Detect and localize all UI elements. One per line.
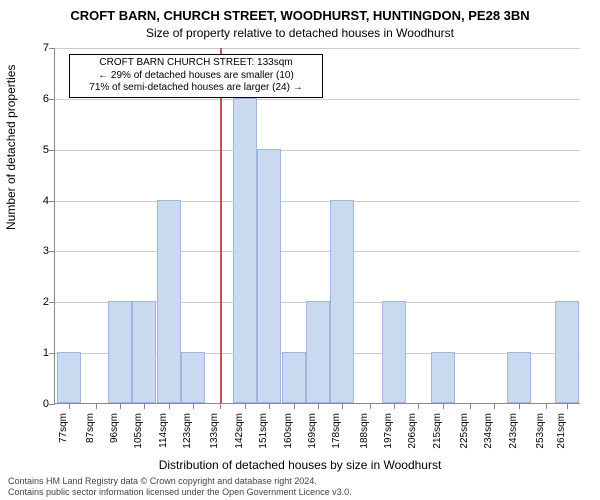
- y-tick-label: 0: [31, 398, 49, 410]
- annotation-line: CROFT BARN CHURCH STREET: 133sqm: [74, 57, 318, 70]
- attribution-line: Contains HM Land Registry data © Crown c…: [8, 476, 592, 487]
- x-tick-label: 169sqm: [307, 413, 318, 449]
- x-tick: [96, 403, 97, 409]
- chart-title: CROFT BARN, CHURCH STREET, WOODHURST, HU…: [0, 0, 600, 24]
- gridline: [55, 99, 580, 100]
- x-tick: [69, 403, 70, 409]
- x-tick-label: 87sqm: [85, 413, 96, 443]
- histogram-bar: [108, 301, 132, 403]
- x-tick-label: 261sqm: [556, 413, 567, 449]
- gridline: [55, 150, 580, 151]
- x-tick: [245, 403, 246, 409]
- gridline: [55, 201, 580, 202]
- y-tick-label: 3: [31, 245, 49, 257]
- y-tick-label: 7: [31, 42, 49, 54]
- x-tick: [342, 403, 343, 409]
- x-tick-label: 206sqm: [407, 413, 418, 449]
- attribution-text: Contains HM Land Registry data © Crown c…: [8, 476, 592, 498]
- histogram-bar: [233, 98, 257, 403]
- x-tick: [546, 403, 547, 409]
- x-tick: [169, 403, 170, 409]
- y-tick: [49, 302, 55, 303]
- x-tick-label: 225sqm: [459, 413, 470, 449]
- x-tick: [220, 403, 221, 409]
- x-tick-label: 151sqm: [258, 413, 269, 449]
- x-tick: [470, 403, 471, 409]
- x-tick: [394, 403, 395, 409]
- histogram-bar: [306, 301, 330, 403]
- histogram-bar: [57, 352, 81, 403]
- chart-subtitle: Size of property relative to detached ho…: [0, 24, 600, 40]
- y-tick: [49, 150, 55, 151]
- x-tick-label: 160sqm: [283, 413, 294, 449]
- y-tick-label: 4: [31, 195, 49, 207]
- x-tick: [294, 403, 295, 409]
- histogram-bar: [132, 301, 156, 403]
- histogram-bar: [555, 301, 579, 403]
- histogram-bar: [181, 352, 205, 403]
- x-tick: [567, 403, 568, 409]
- x-tick-label: 142sqm: [234, 413, 245, 449]
- y-tick-label: 2: [31, 296, 49, 308]
- x-tick-label: 215sqm: [432, 413, 443, 449]
- y-tick-label: 5: [31, 144, 49, 156]
- gridline: [55, 48, 580, 49]
- x-tick-label: 188sqm: [359, 413, 370, 449]
- y-axis-label: Number of detached properties: [4, 65, 18, 230]
- x-tick: [318, 403, 319, 409]
- x-axis-label: Distribution of detached houses by size …: [0, 458, 600, 472]
- x-tick-label: 114sqm: [158, 413, 169, 448]
- x-tick: [269, 403, 270, 409]
- x-tick-label: 133sqm: [209, 413, 220, 449]
- y-tick: [49, 201, 55, 202]
- histogram-bar: [382, 301, 406, 403]
- histogram-bar: [330, 200, 354, 403]
- annotation-box: CROFT BARN CHURCH STREET: 133sqm← 29% of…: [69, 54, 323, 98]
- x-tick: [443, 403, 444, 409]
- x-tick: [370, 403, 371, 409]
- x-tick: [418, 403, 419, 409]
- y-tick: [49, 99, 55, 100]
- histogram-bar: [507, 352, 531, 403]
- annotation-line: 71% of semi-detached houses are larger (…: [74, 82, 318, 95]
- y-tick: [49, 251, 55, 252]
- histogram-bar: [282, 352, 306, 403]
- x-tick: [519, 403, 520, 409]
- x-tick: [494, 403, 495, 409]
- x-tick-label: 77sqm: [58, 413, 69, 443]
- y-tick-label: 6: [31, 93, 49, 105]
- x-tick-label: 105sqm: [133, 413, 144, 449]
- plot-area: 0123456777sqm87sqm96sqm105sqm114sqm123sq…: [54, 48, 580, 404]
- y-tick-label: 1: [31, 347, 49, 359]
- gridline: [55, 251, 580, 252]
- x-tick: [144, 403, 145, 409]
- x-tick-label: 243sqm: [508, 413, 519, 449]
- x-tick-label: 197sqm: [383, 413, 394, 449]
- x-tick: [193, 403, 194, 409]
- x-tick-label: 253sqm: [535, 413, 546, 449]
- y-tick: [49, 353, 55, 354]
- histogram-bar: [431, 352, 455, 403]
- y-tick: [49, 404, 55, 405]
- x-tick-label: 123sqm: [182, 413, 193, 449]
- histogram-bar: [257, 149, 281, 403]
- x-tick-label: 96sqm: [109, 413, 120, 443]
- x-tick-label: 178sqm: [331, 413, 342, 449]
- x-tick: [120, 403, 121, 409]
- y-tick: [49, 48, 55, 49]
- x-tick-label: 234sqm: [483, 413, 494, 449]
- annotation-line: ← 29% of detached houses are smaller (10…: [74, 70, 318, 83]
- attribution-line: Contains public sector information licen…: [8, 487, 592, 498]
- histogram-bar: [157, 200, 181, 403]
- subject-marker-line: [220, 48, 222, 403]
